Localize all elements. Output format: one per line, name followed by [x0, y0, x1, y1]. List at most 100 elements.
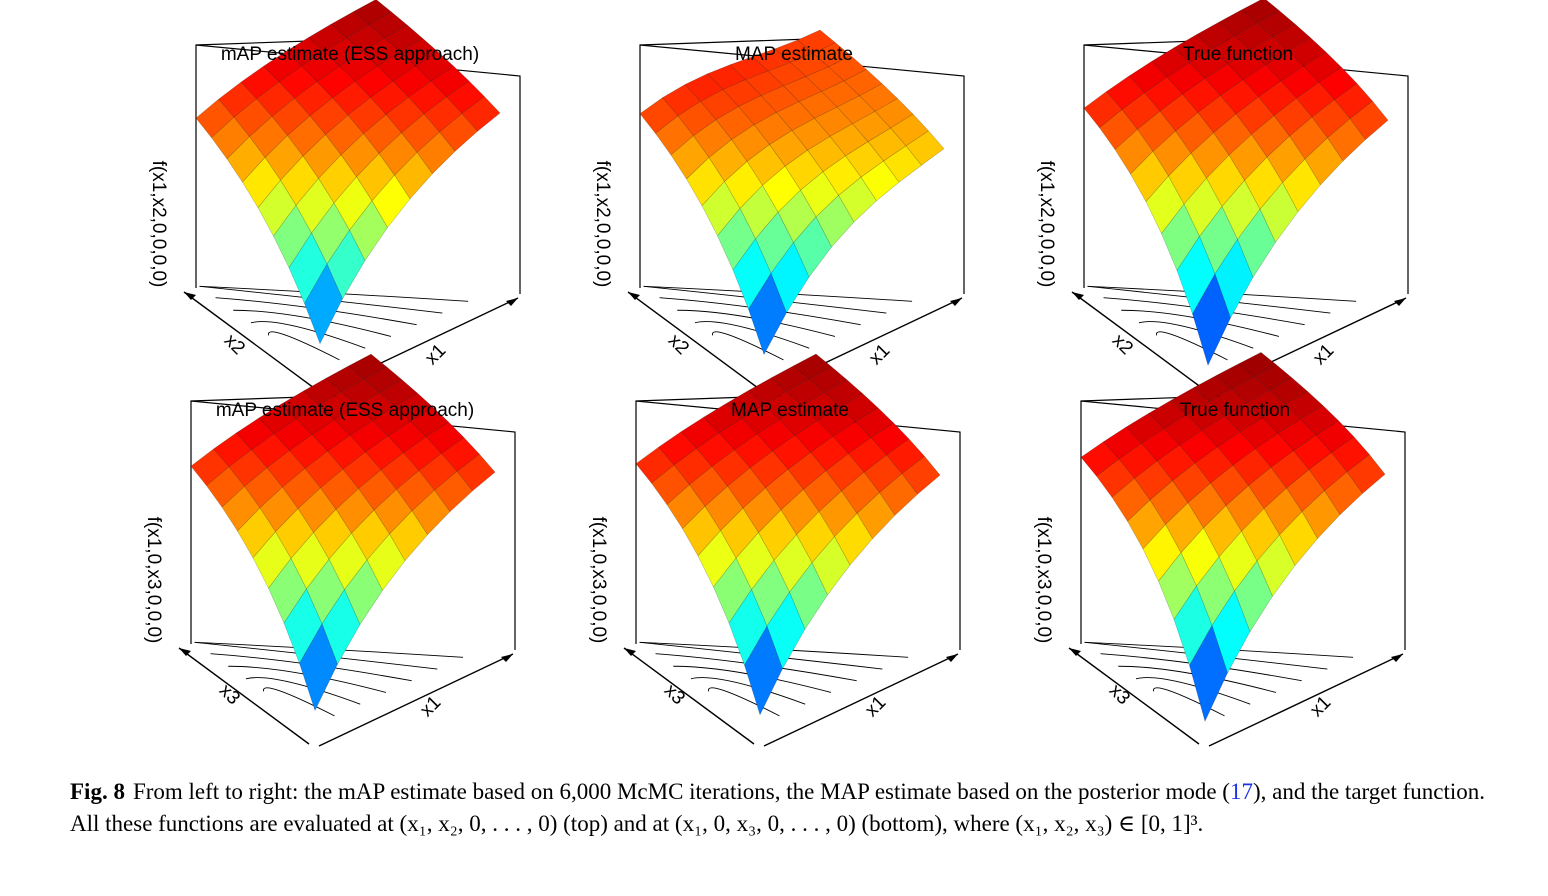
surface-facet [742, 487, 782, 534]
surface-plot [178, 353, 516, 747]
surface-facet [1145, 175, 1185, 235]
surface-facet [1179, 429, 1218, 464]
surface-facet [744, 625, 783, 716]
x-left-axis-line [1068, 647, 1200, 745]
floor-contour-line [712, 331, 784, 361]
panel-title: True function [1179, 400, 1291, 421]
surface-facet [349, 200, 388, 262]
x1-axis-line [318, 653, 514, 747]
floor-contour-line [1138, 321, 1254, 349]
figure-caption: Fig. 8 From left to right: the mAP estima… [70, 776, 1516, 840]
surface-facet [1175, 112, 1214, 154]
surface-facet [347, 97, 387, 135]
surface-facet [273, 204, 312, 269]
x1-axis-arrow-icon [501, 654, 513, 662]
surface-facet [1189, 624, 1228, 723]
z-axis-label: f(x1,x2,0,0,0,0) [1036, 160, 1057, 288]
surface-facet [1168, 152, 1207, 205]
surface-facet [1211, 35, 1251, 65]
surface-facet [810, 436, 849, 472]
x1-axis-line [1208, 653, 1404, 747]
surface-panel: True function f(x1,0,x3,0,0,0) x3 x1 [1015, 352, 1455, 756]
surface-facet [820, 80, 861, 108]
surface-plot [1068, 352, 1406, 747]
surface-facet [715, 106, 755, 141]
x-left-axis-line [1071, 291, 1203, 389]
surface-facet [1172, 462, 1211, 504]
floor-contour-line [1118, 665, 1277, 693]
surface-facet [1170, 387, 1210, 416]
surface-facet [1214, 238, 1254, 319]
surface-facet [812, 42, 852, 68]
surface-panel: mAP estimate (ESS approach) f(x1,0,x3,0,0… [125, 353, 565, 756]
surface-facet [1265, 50, 1304, 82]
floor-contour-line [268, 331, 340, 361]
floor-contour-line [708, 687, 780, 717]
surface-facet [1194, 446, 1234, 484]
x-left-axis-arrow-icon [184, 292, 196, 300]
x-left-axis-arrow-icon [1069, 648, 1081, 656]
surface-facet [377, 51, 416, 82]
surface-facet [366, 533, 406, 592]
floor-contour-line [233, 309, 392, 337]
caption-text-2: ), and the target function. All these fu… [70, 779, 1486, 836]
surface-facet [793, 216, 832, 278]
surface-facet [304, 263, 343, 345]
caption-reference-link[interactable]: 17 [1229, 779, 1253, 804]
floor-contour-line [250, 321, 366, 349]
surface-facet [815, 195, 855, 248]
surface-facet [289, 434, 328, 469]
surface-facet [316, 65, 356, 99]
x1-axis-line [763, 653, 959, 747]
surface-facet [720, 507, 759, 559]
surface-facet [1258, 80, 1297, 116]
surface-facet [711, 449, 751, 487]
surface-facet [1233, 22, 1274, 51]
surface-facet [280, 390, 320, 420]
x1-axis-arrow-icon [950, 298, 962, 306]
surface-facet [748, 272, 787, 356]
panel-title: MAP estimate [735, 44, 853, 65]
surface-facet [772, 434, 811, 470]
surface-facet [1262, 403, 1301, 434]
x-left-axis-line [183, 291, 315, 389]
z-axis-label: f(x1,x2,0,0,0,0) [592, 160, 613, 288]
panel-title: mAP estimate (ESS approach) [220, 44, 480, 65]
surface-facet [1114, 128, 1154, 175]
surface-facet [1227, 49, 1266, 81]
surface-panel: MAP estimate f(x1,x2,0,0,0,0) x2 x1 [574, 29, 1014, 400]
floor-contour-line [228, 665, 387, 693]
surface-facet [1183, 177, 1223, 238]
x-left-axis-line [623, 647, 755, 745]
surface-facet [811, 536, 851, 596]
surface-facet [299, 623, 338, 712]
surface-facet [801, 392, 841, 422]
panel-title: True function [1182, 44, 1294, 65]
surface-facet [1237, 208, 1276, 279]
surface-facet [789, 562, 828, 630]
surface-facet [769, 130, 808, 167]
surface-facet [727, 467, 766, 509]
surface-facet [1259, 182, 1299, 243]
surface-facet [744, 70, 785, 96]
x-left-axis-arrow-icon [628, 292, 640, 300]
surface-facet [770, 242, 810, 314]
z-axis-label: f(x1,x2,0,0,0,0) [148, 160, 169, 288]
surface-facet [370, 80, 409, 115]
surface-facet [732, 238, 772, 310]
x1-axis-arrow-icon [946, 654, 958, 662]
surface-facet [1234, 560, 1273, 633]
floor-contour-line [1135, 677, 1251, 705]
panel-title: mAP estimate (ESS approach) [215, 400, 475, 421]
surface-facet [1176, 235, 1216, 315]
surface-facet [365, 435, 404, 471]
surface-facet [787, 451, 827, 490]
floor-contour-line [263, 687, 335, 717]
surface-facet [800, 171, 839, 218]
surface-panel: mAP estimate (ESS approach) f(x1,x2,0,0,0… [130, 0, 570, 400]
surface-facet [1211, 590, 1251, 674]
figure-label: Fig. 8 [70, 779, 125, 804]
surface-facet [704, 485, 744, 532]
x-left-axis-arrow-icon [1072, 292, 1084, 300]
floor-contour-line [1121, 309, 1280, 337]
